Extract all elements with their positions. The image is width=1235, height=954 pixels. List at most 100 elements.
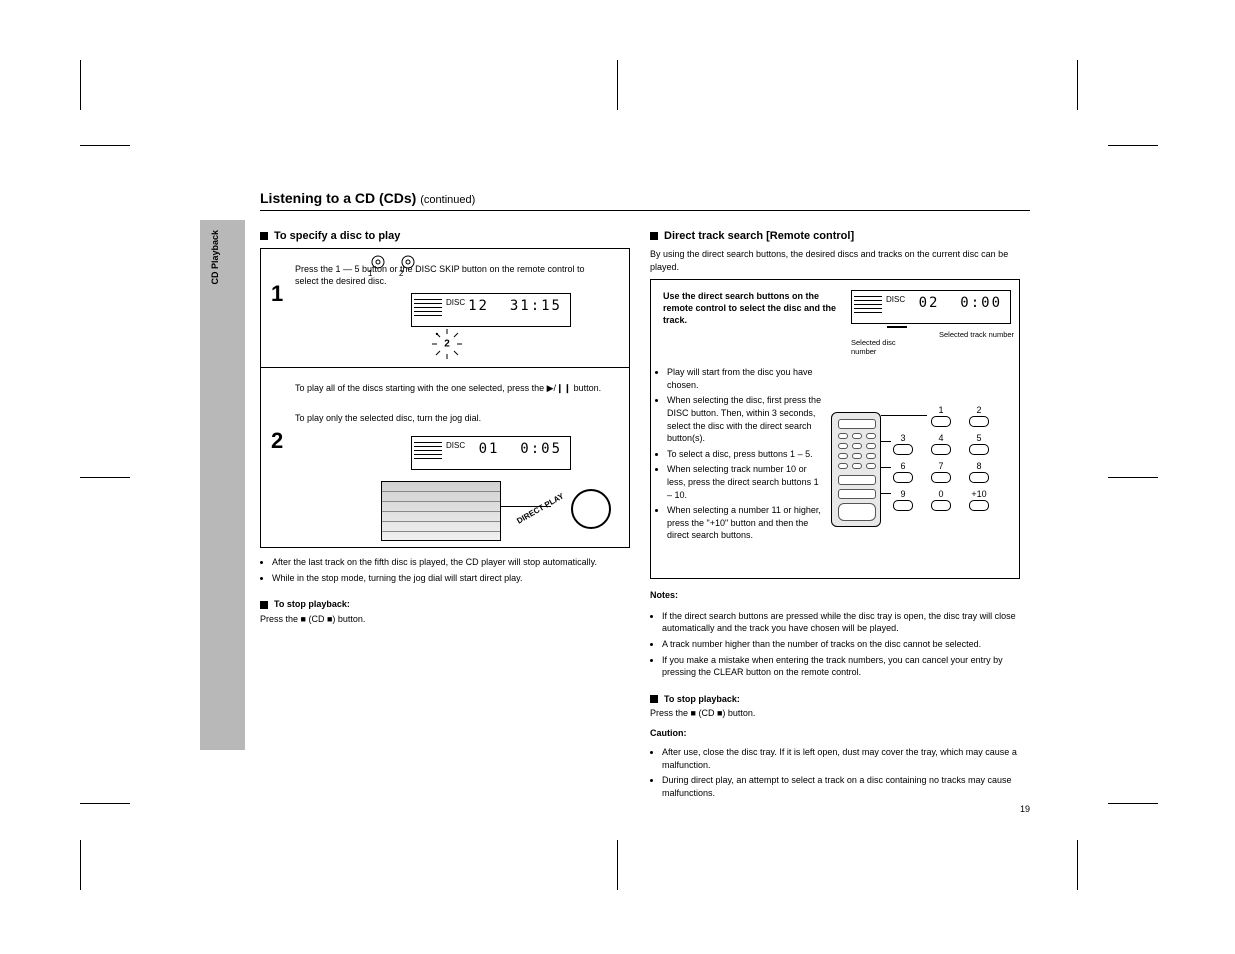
step2-text-b: To play only the selected disc, turn the… — [295, 412, 605, 424]
key-label: 4 — [938, 433, 943, 443]
note-item: While in the stop mode, turning the jog … — [272, 572, 630, 585]
right-stop-block: To stop playback: Press the ■ (CD ■) but… — [650, 693, 1020, 720]
lcd-disc-label: DISC — [446, 441, 465, 450]
keypad-key-icon — [931, 472, 951, 483]
step1-number: 1 — [271, 281, 283, 307]
leader-line — [881, 415, 927, 416]
step2-text-a: To play all of the discs starting with t… — [295, 382, 605, 394]
caution-item: During direct play, an attempt to select… — [662, 774, 1020, 799]
right-column: Direct track search [Remote control] By … — [650, 230, 1020, 802]
notes-heading: Notes: — [650, 589, 1020, 602]
left-heading-text: To specify a disc to play — [274, 230, 400, 242]
leader-line — [881, 441, 891, 442]
sel-disc-label: Selected disc number — [851, 338, 921, 356]
caution-heading: Caution: — [650, 728, 1020, 738]
lcd-readout: 12 31:15 — [468, 298, 562, 314]
stop-heading: To stop playback: — [664, 694, 740, 704]
remote-illustration — [831, 412, 881, 527]
note-item: If the direct search buttons are pressed… — [662, 610, 1020, 635]
caution-list: After use, close the disc tray. If it is… — [650, 746, 1020, 799]
square-bullet-icon — [260, 601, 268, 609]
direct-play-label: DIRECT PLAY — [516, 491, 566, 525]
step2-number: 2 — [271, 428, 283, 454]
crop-mark — [80, 840, 81, 890]
caution-item: After use, close the disc tray. If it is… — [662, 746, 1020, 771]
note-item: When selecting track number 10 or less, … — [667, 463, 825, 501]
note-item: To select a disc, press buttons 1 – 5. — [667, 448, 825, 461]
page-number: 19 — [1020, 804, 1030, 814]
key-label: 7 — [938, 461, 943, 471]
keypad-key-icon — [931, 416, 951, 427]
right-step: Use the direct search buttons on the rem… — [663, 290, 843, 326]
disc-icon — [371, 255, 385, 269]
note-item: A track number higher than the number of… — [662, 638, 1020, 651]
right-heading: Direct track search [Remote control] — [650, 230, 1020, 242]
lcd-indicator-bars — [854, 293, 882, 321]
lcd-disc-label: DISC — [446, 298, 465, 307]
crop-mark — [80, 145, 130, 146]
key-label: 6 — [900, 461, 905, 471]
lcd-indicator-bars — [414, 439, 442, 467]
stop-heading: To stop playback: — [274, 599, 350, 609]
crop-mark — [80, 60, 81, 110]
lcd-indicator-bars — [414, 296, 442, 324]
keypad-key-icon — [969, 416, 989, 427]
lcd-readout: 02 0:00 — [919, 295, 1002, 311]
lcd-track: 01 — [479, 441, 500, 457]
keypad-callout: 1 2 3 4 5 6 7 8 9 0 +10 — [891, 405, 1011, 517]
sel-track-label: Selected track number — [939, 330, 1019, 339]
key-label: +10 — [971, 489, 986, 499]
sidebar: CD Playback — [200, 220, 245, 750]
keypad-key-icon — [893, 500, 913, 511]
right-subnotes: Play will start from the disc you have c… — [655, 366, 825, 545]
page: CD Playback Listening to a CD (CDs) (con… — [200, 190, 1030, 790]
keypad-key-icon — [931, 500, 951, 511]
lcd-readout: 01 0:05 — [479, 441, 562, 457]
leader-line — [881, 493, 891, 494]
page-title: Listening to a CD (CDs) (continued) — [260, 190, 475, 206]
lcd-time: 0:00 — [960, 295, 1002, 311]
crop-mark — [1108, 803, 1158, 804]
note-item: If you make a mistake when entering the … — [662, 654, 1020, 679]
lcd-time: 0:05 — [520, 441, 562, 457]
disc-label: 1 — [368, 269, 372, 278]
right-notes-block: Notes: If the direct search buttons are … — [650, 589, 1020, 679]
title-rule — [260, 210, 1030, 211]
crop-mark — [80, 803, 130, 804]
left-heading: To specify a disc to play — [260, 230, 630, 242]
keypad-key-icon — [931, 444, 951, 455]
lcd-disc-label: DISC — [886, 295, 905, 304]
crop-mark — [1108, 145, 1158, 146]
square-bullet-icon — [650, 695, 658, 703]
crop-mark — [1077, 60, 1078, 110]
note-item: Play will start from the disc you have c… — [667, 366, 825, 391]
keypad-key-icon — [969, 500, 989, 511]
stop-block: To stop playback: Press the ■ (CD ■) but… — [260, 598, 630, 625]
stop-text: Press the ■ (CD ■) button. — [650, 707, 1020, 720]
step2-panel: 2 To play all of the discs starting with… — [260, 368, 630, 548]
square-bullet-icon — [260, 232, 268, 240]
keypad-key-icon — [969, 444, 989, 455]
left-column: To specify a disc to play 1 Press the 1 … — [260, 230, 630, 625]
sidebar-label: CD Playback — [210, 230, 220, 285]
lcd-display: DISC 01 0:05 — [411, 436, 571, 470]
key-label: 3 — [900, 433, 905, 443]
title-text: Listening to a CD (CDs) — [260, 190, 416, 206]
key-label: 5 — [976, 433, 981, 443]
note-item: When selecting a number 11 or higher, pr… — [667, 504, 825, 542]
crop-mark — [617, 60, 618, 110]
keypad-key-icon — [893, 472, 913, 483]
square-bullet-icon — [650, 232, 658, 240]
lcd-track: 12 — [468, 298, 489, 314]
right-panel: Use the direct search buttons on the rem… — [650, 279, 1020, 579]
device-illustration — [381, 481, 501, 541]
disc-icon — [401, 255, 415, 269]
step1-panel: 1 Press the 1 — 5 button or the DISC SKI… — [260, 248, 630, 368]
leader-line — [881, 467, 891, 468]
flash-indicator-icon: 2 — [436, 333, 458, 355]
crop-mark — [80, 477, 130, 478]
crop-mark — [1108, 477, 1158, 478]
disc-label: 2 — [399, 269, 403, 278]
lcd-track: 02 — [919, 295, 940, 311]
underline-icon — [887, 322, 907, 328]
